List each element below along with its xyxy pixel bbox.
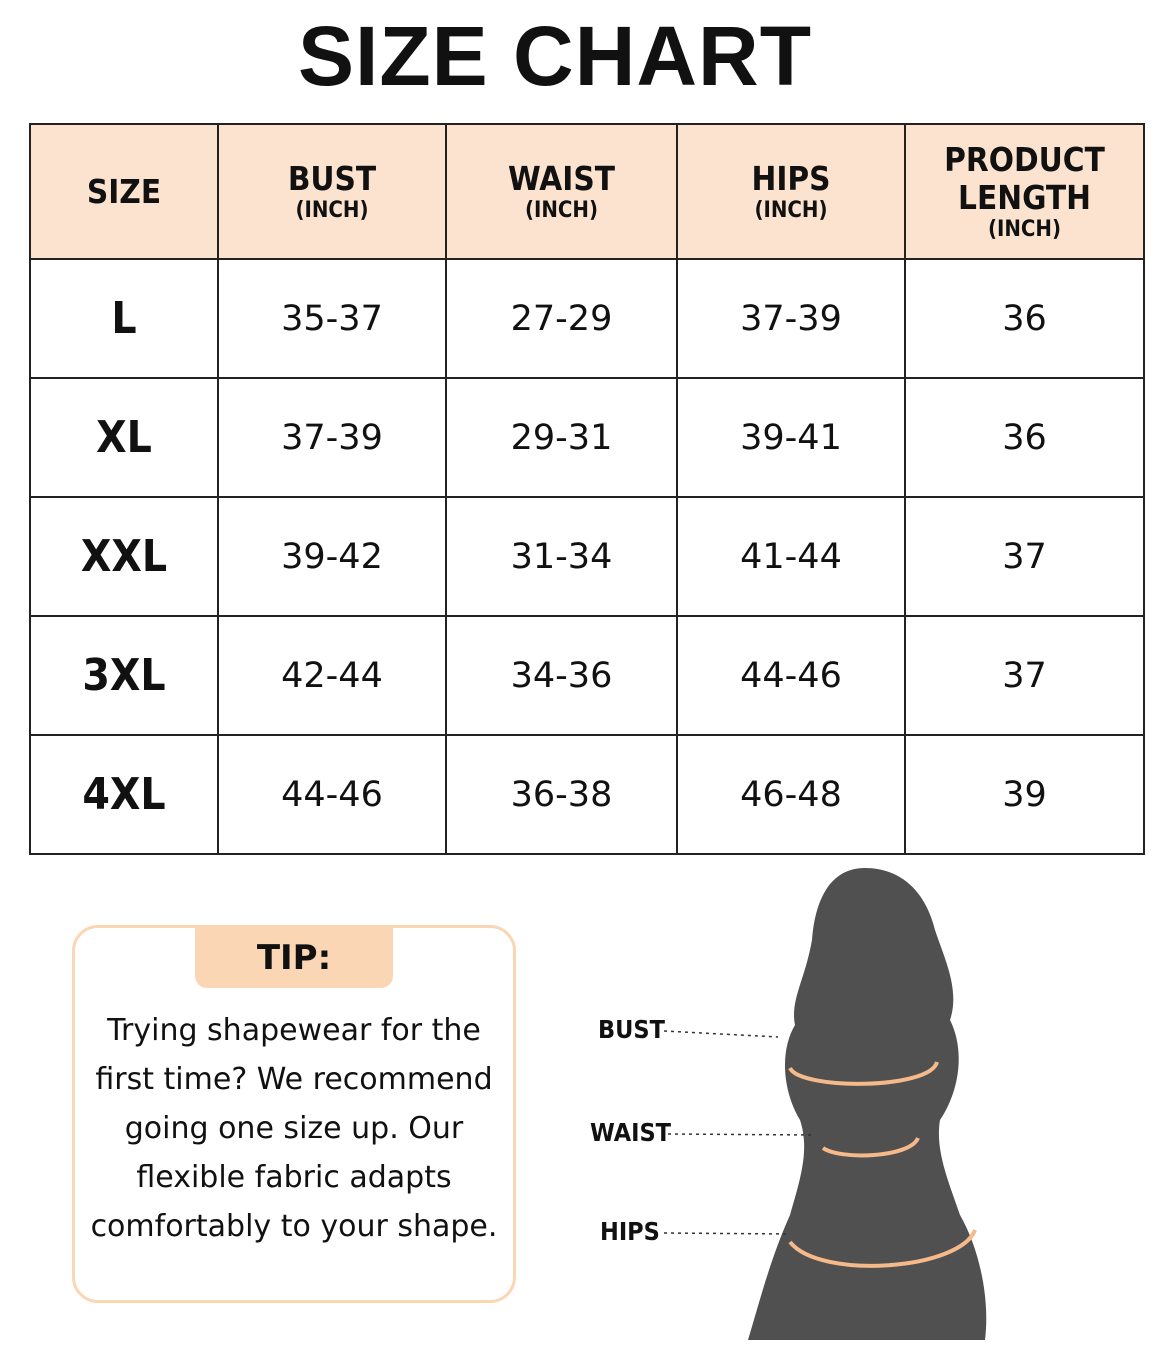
silhouette [748, 868, 987, 1340]
header-row: SIZE BUST (INCH) WAIST (INCH) HIPS (INCH) PRODU… [29, 123, 1145, 260]
figure-label: BUST [598, 1015, 666, 1044]
title: SIZE CHART [298, 9, 812, 103]
header-cell: WAIST (INCH) [445, 123, 678, 260]
tip-line: first time? We recommend [95, 1062, 493, 1097]
value-cell: 37-39 [676, 258, 906, 379]
size-cell: XXL [29, 496, 219, 617]
value-cell: 41-44 [676, 496, 906, 617]
size-cell: L [29, 258, 219, 379]
value-cell: 35-37 [217, 258, 447, 379]
header-unit: (INCH) [754, 198, 828, 223]
value-cell: 34-36 [445, 615, 678, 736]
header-cell: SIZE [29, 123, 219, 260]
size-cell: XL [29, 377, 219, 498]
value-cell: 36 [904, 377, 1145, 498]
value-cell: 27-29 [445, 258, 678, 379]
size-cell: 4XL [29, 734, 219, 855]
tip-line: going one size up. Our [124, 1111, 464, 1146]
table-row: XXL 39-42 31-34 41-44 37 [29, 496, 1145, 617]
header-cell: BUST (INCH) [217, 123, 447, 260]
table-row: XL 37-39 29-31 39-41 36 [29, 377, 1145, 498]
table-row: 4XL 44-46 36-38 46-48 39 [29, 734, 1145, 855]
value-cell: 44-46 [217, 734, 447, 855]
header-label: WAIST [508, 159, 615, 198]
value-cell: 44-46 [676, 615, 906, 736]
value-cell: 31-34 [445, 496, 678, 617]
value-cell: 37 [904, 615, 1145, 736]
tip-line: Trying shapewear for the [107, 1013, 481, 1048]
value-cell: 36 [904, 258, 1145, 379]
value-cell: 39-42 [217, 496, 447, 617]
header-label: SIZE [86, 171, 162, 211]
header-label: BUST [287, 159, 377, 198]
tip-line: comfortably to your shape. [90, 1209, 498, 1244]
header-label: PRODUCT LENGTH [944, 140, 1105, 217]
tip-line: flexible fabric adapts [136, 1160, 452, 1195]
header-cell: PRODUCT LENGTH (INCH) [904, 123, 1145, 260]
table-row: 3XL 42-44 34-36 44-46 37 [29, 615, 1145, 736]
value-cell: 36-38 [445, 734, 678, 855]
header-unit: (INCH) [524, 198, 599, 223]
value-cell: 29-31 [445, 377, 678, 498]
tip-title: TIP: [195, 925, 393, 988]
value-cell: 39 [904, 734, 1145, 855]
table-row: L 35-37 27-29 37-39 36 [29, 258, 1145, 379]
tip-text: Trying shapewear for the first time? We r… [72, 1006, 516, 1251]
value-cell: 37 [904, 496, 1145, 617]
figure-label: HIPS [600, 1217, 660, 1246]
header-cell: HIPS (INCH) [676, 123, 906, 260]
value-cell: 39-41 [676, 377, 906, 498]
value-cell: 46-48 [676, 734, 906, 855]
header-unit: (INCH) [987, 217, 1062, 242]
size-cell: 3XL [29, 615, 219, 736]
value-cell: 37-39 [217, 377, 447, 498]
header-unit: (INCH) [295, 198, 369, 223]
size-table: SIZE BUST (INCH) WAIST (INCH) HIPS (INCH) PRODU… [29, 123, 1145, 855]
figure-label: WAIST [590, 1118, 672, 1147]
value-cell: 42-44 [217, 615, 447, 736]
header-label: HIPS [751, 159, 831, 198]
